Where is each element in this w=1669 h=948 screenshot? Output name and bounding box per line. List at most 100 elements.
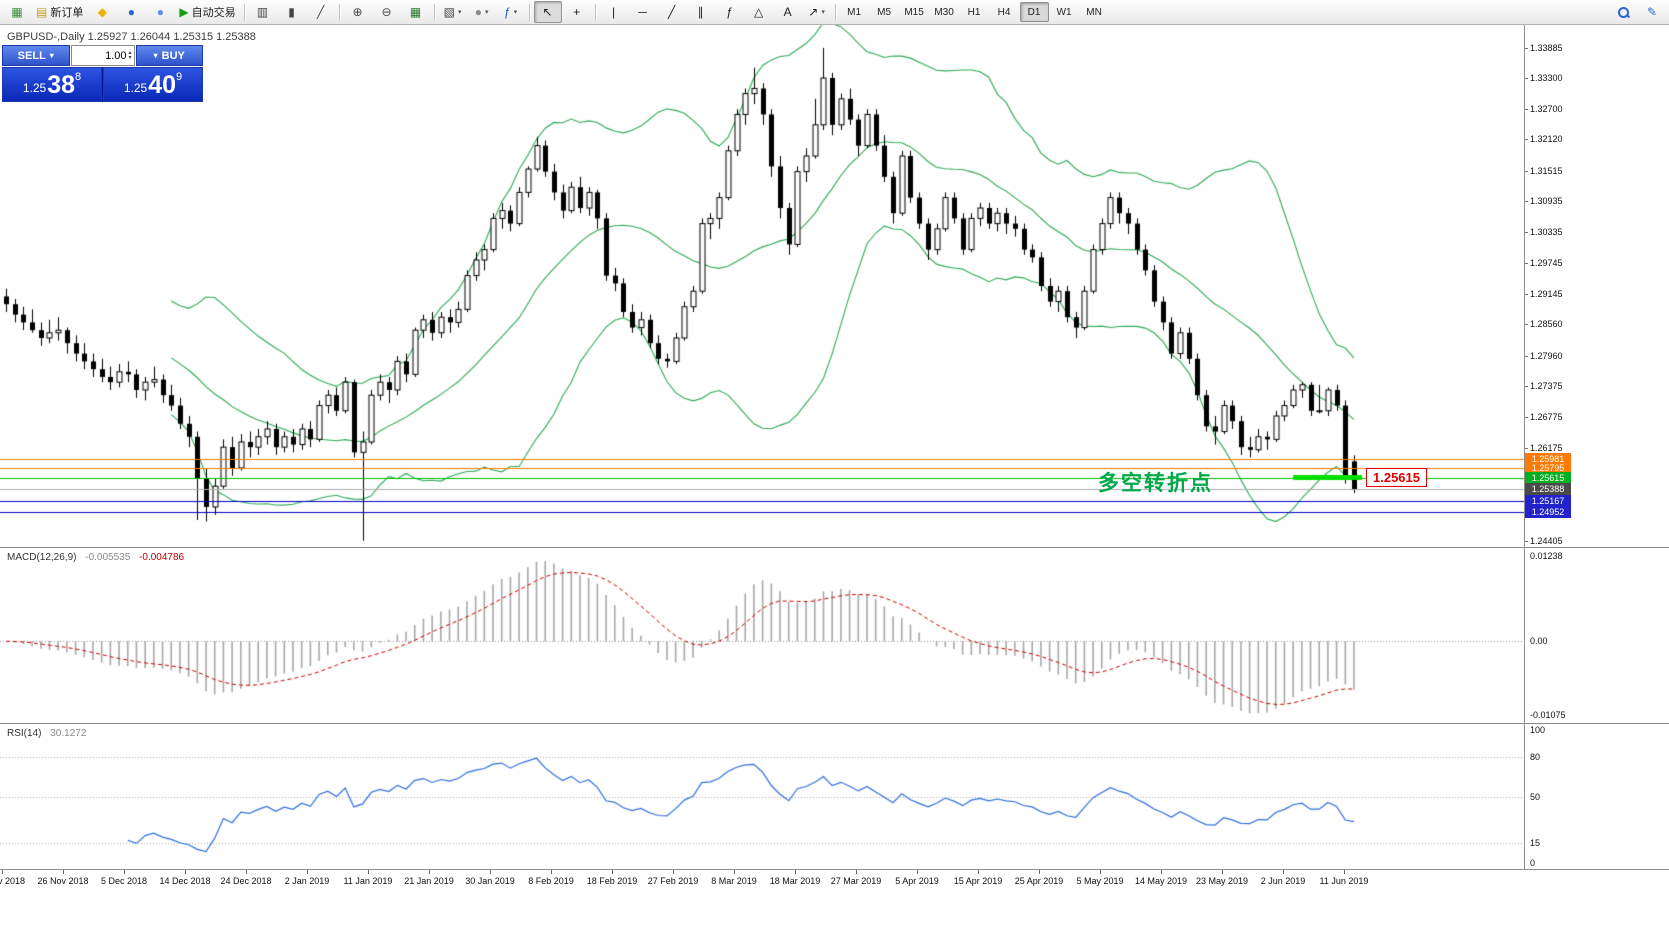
crosshair-button[interactable]: + — [563, 1, 591, 23]
chart-window-button[interactable]: ▦ — [3, 1, 31, 23]
date-axis-label: 8 Feb 2019 — [528, 876, 574, 886]
chart-window: GBPUSD-,Daily 1.25927 1.26044 1.25315 1.… — [0, 25, 1669, 948]
macd-indicator-label: MACD(12,26,9) -0.005535 -0.004786 — [7, 552, 184, 563]
trendline-icon: ╱ — [667, 5, 676, 19]
price-level-label: 1.24952 — [1525, 506, 1571, 519]
market-watch-button[interactable]: ● — [117, 1, 145, 23]
profiles-button[interactable]: ● ▾ — [468, 1, 496, 23]
volume-stepper[interactable]: ▴ ▾ — [128, 49, 132, 61]
date-axis-label: 27 Mar 2019 — [830, 876, 882, 886]
stepper-up-icon[interactable]: ▴ — [128, 49, 132, 56]
bar-chart-button[interactable]: ▥ — [249, 1, 277, 23]
new-order-button[interactable]: ▤ 新订单 — [32, 1, 87, 23]
price-chart-canvas[interactable] — [0, 25, 1524, 547]
auto-trading-button-label: 自动交易 — [191, 7, 236, 19]
toolbar-separator — [338, 3, 340, 21]
date-axis-tickmark — [63, 870, 64, 874]
auto-trading-button[interactable]: ▶ 自动交易 — [175, 1, 239, 23]
date-axis-label: 15 Apr 2019 — [953, 876, 1003, 886]
sell-button[interactable]: SELL ▾ — [2, 45, 70, 66]
rsi-scale-tick: 15 — [1530, 838, 1541, 849]
timeframe-m5-button[interactable]: M5 — [877, 6, 892, 18]
one-click-trading-widget: SELL ▾ 1.00 ▴ ▾ ▾ BUY 1.25 38 8 — [2, 45, 203, 102]
profiles-icon: ● — [474, 5, 482, 19]
rsi-scale-tick: 50 — [1530, 791, 1541, 802]
line-chart-button[interactable]: ╱ — [307, 1, 335, 23]
shapes-button[interactable]: △ — [745, 1, 773, 23]
timeframe-h1-button[interactable]: H1 — [967, 6, 981, 18]
panel-divider[interactable] — [0, 869, 1669, 870]
new-chart-icon: ▧ — [443, 5, 455, 19]
search-button[interactable] — [1609, 1, 1637, 23]
new-chart-button[interactable]: ▧ ▾ — [439, 1, 467, 23]
toolbar: ▦ ▤ 新订单 ◆ ● ● ▶ 自动交易 ▥ ▮ ╱ ⊕ ⊖ ▦ ▧ ▾ ● ▾ ƒ ▾ ↖ + | ─ ╱ ∥ ƒ △ A ↗ ▾ M1 M5… — [0, 0, 1669, 25]
macd-indicator-canvas[interactable] — [0, 548, 1524, 723]
timeframe-mn-button[interactable]: MN — [1086, 6, 1102, 18]
chart-annotation[interactable]: 多空转折点 — [1098, 472, 1213, 495]
arrows-button[interactable]: ↗ ▾ — [803, 1, 831, 23]
date-axis-tickmark — [429, 870, 430, 874]
date-axis-tickmark — [551, 870, 552, 874]
timeframe-m15-button[interactable]: M15 — [904, 6, 924, 18]
indicators-button[interactable]: ƒ ▾ — [497, 1, 525, 23]
rsi-scale-tick: 80 — [1530, 751, 1541, 762]
volume-input[interactable]: 1.00 ▴ ▾ — [70, 45, 135, 66]
search-icon — [1617, 6, 1629, 18]
date-axis-tickmark — [1222, 870, 1223, 874]
buy-price-big: 40 — [148, 71, 177, 99]
rsi-indicator-label: RSI(14) 30.1272 — [7, 728, 86, 739]
horizontal-line-button[interactable]: ─ — [629, 1, 657, 23]
candlestick-chart-button[interactable]: ▮ — [278, 1, 306, 23]
zoom-in-button[interactable]: ⊕ — [344, 1, 372, 23]
vertical-line-button[interactable]: | — [600, 1, 628, 23]
panel-divider[interactable] — [0, 723, 1669, 724]
cursor-button[interactable]: ↖ — [533, 1, 562, 23]
tile-windows-button[interactable]: ▦ — [402, 1, 430, 23]
fibonacci-button[interactable]: ƒ — [716, 1, 744, 23]
fibonacci-icon: ƒ — [726, 5, 733, 19]
zoom-out-button[interactable]: ⊖ — [373, 1, 401, 23]
stepper-down-icon[interactable]: ▾ — [128, 54, 132, 61]
timeframe-h4-button[interactable]: H4 — [997, 6, 1011, 18]
price-scale-tick: 1.24405 — [1530, 535, 1563, 546]
timeframe-d1-button[interactable]: D1 — [1019, 2, 1049, 22]
horizontal-line-icon: ─ — [638, 5, 647, 19]
date-axis-label: 30 Jan 2019 — [465, 876, 515, 886]
play-icon: ▶ — [179, 5, 189, 19]
date-axis-tickmark — [673, 870, 674, 874]
channel-button[interactable]: ∥ — [687, 1, 715, 23]
price-scale-tickmark — [1524, 48, 1528, 49]
timeframe-m30-button[interactable]: M30 — [934, 6, 954, 18]
timeframe-w1-button[interactable]: W1 — [1056, 6, 1072, 18]
macd-main-value: -0.005535 — [85, 552, 131, 563]
date-axis-label: 5 Apr 2019 — [895, 876, 939, 886]
timeframe-m1-button[interactable]: M1 — [847, 6, 862, 18]
quick-edit-button[interactable]: ✎ — [1638, 1, 1666, 23]
date-axis[interactable]: 5 Nov 2018 26 Nov 2018 5 Dec 2018 14 Dec 20… — [0, 870, 1669, 896]
date-axis-label: 14 Dec 2018 — [159, 876, 211, 886]
price-level-label: 1.25795 — [1525, 462, 1571, 475]
data-window-button[interactable]: ● — [146, 1, 174, 23]
price-level-label: 1.25981 — [1525, 452, 1571, 465]
buy-label: BUY — [161, 49, 185, 62]
macd-scale-min: -0.01075 — [1530, 710, 1566, 720]
trendline-button[interactable]: ╱ — [658, 1, 686, 23]
sell-price-button[interactable]: 1.25 38 8 — [2, 67, 102, 102]
text-button[interactable]: A — [774, 1, 802, 23]
chart-symbol-info: GBPUSD-,Daily 1.25927 1.26044 1.25315 1.… — [7, 31, 256, 43]
volume-value: 1.00 — [105, 49, 127, 62]
price-tag-label[interactable]: 1.25615 — [1366, 468, 1427, 487]
date-axis-tickmark — [1283, 870, 1284, 874]
date-axis-tickmark — [490, 870, 491, 874]
buy-price-button[interactable]: 1.25 40 9 — [103, 67, 203, 102]
panel-divider[interactable] — [0, 547, 1669, 548]
rsi-indicator-canvas[interactable] — [0, 724, 1524, 869]
date-axis-label: 14 May 2019 — [1134, 876, 1188, 886]
buy-button[interactable]: ▾ BUY — [135, 45, 203, 66]
price-scale-tickmark — [1524, 324, 1528, 325]
date-axis-label: 23 May 2019 — [1195, 876, 1249, 886]
sell-price-prefix: 1.25 — [22, 81, 47, 95]
metaeditor-button[interactable]: ◆ — [88, 1, 116, 23]
date-axis-label: 5 Nov 2018 — [0, 876, 26, 886]
macd-name: MACD(12,26,9) — [7, 552, 77, 563]
